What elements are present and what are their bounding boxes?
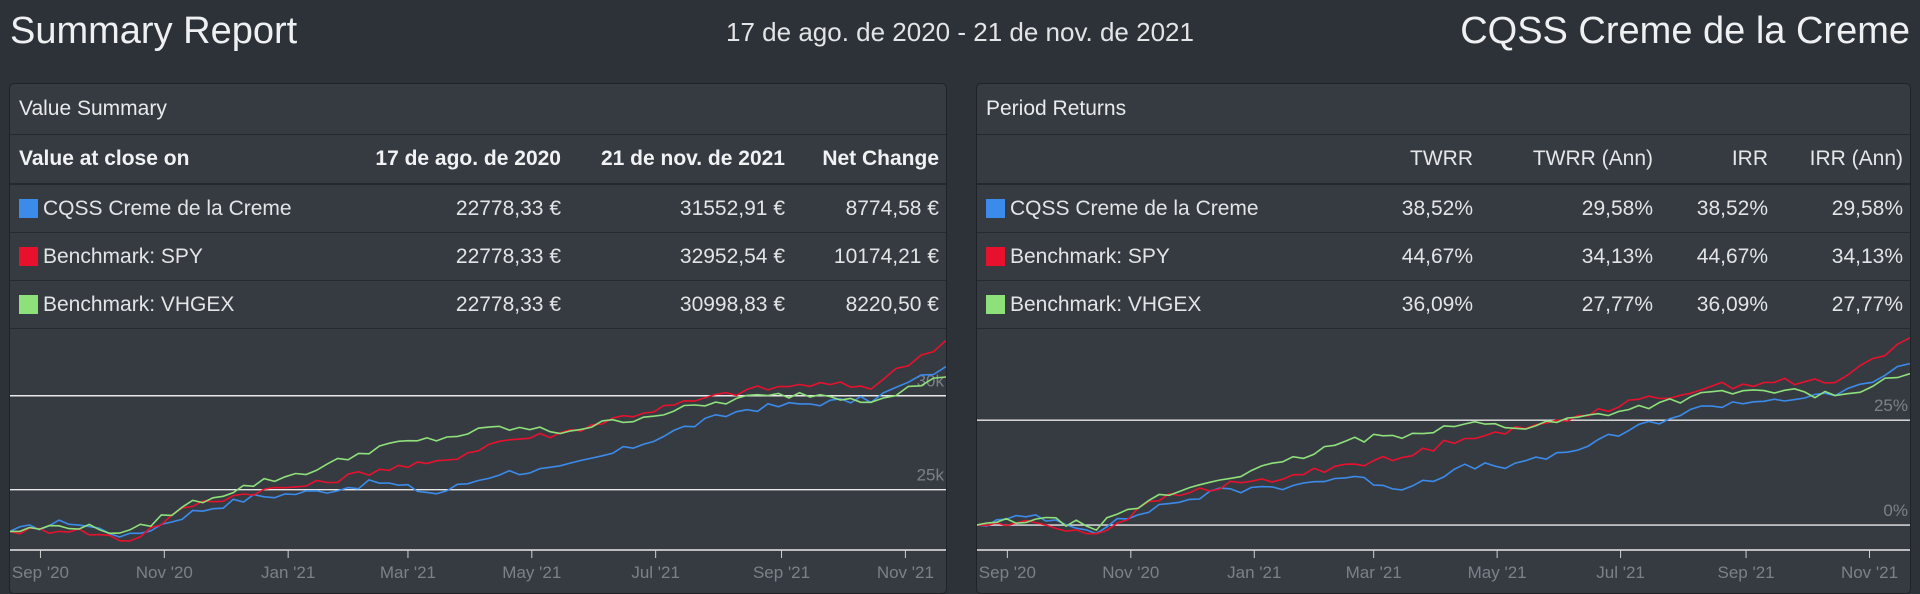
twrr-ann: 27,77% bbox=[1482, 280, 1662, 329]
column-header: TWRR bbox=[1347, 135, 1482, 185]
legend-swatch-vhgex bbox=[986, 294, 1005, 314]
column-header: IRR (Ann) bbox=[1777, 135, 1910, 185]
value-chart: 25k 30k Sep '20 Nov '20 Jan '21 Mar '21 May '2… bbox=[10, 322, 946, 593]
column-header: IRR bbox=[1662, 135, 1777, 185]
twrr-ann: 29,58% bbox=[1482, 184, 1662, 233]
x-tick-label: Jul '21 bbox=[631, 563, 680, 582]
table-header-row: TWRR TWRR (Ann) IRR IRR (Ann) bbox=[977, 135, 1910, 185]
table-header-row: Value at close on 17 de ago. de 2020 21 … bbox=[10, 135, 946, 185]
x-tick-label: Jan '21 bbox=[261, 563, 315, 582]
x-tick-label: Jan '21 bbox=[1227, 563, 1281, 582]
period-returns-title: Period Returns bbox=[977, 84, 1910, 135]
legend-swatch-portfolio bbox=[986, 198, 1005, 218]
twrr: 44,67% bbox=[1347, 232, 1482, 281]
y-tick-label: 25% bbox=[1874, 396, 1908, 415]
column-header: 21 de nov. de 2021 bbox=[570, 135, 794, 185]
column-header: TWRR (Ann) bbox=[1482, 135, 1662, 185]
start-value: 22778,33 € bbox=[348, 184, 570, 233]
irr-ann: 34,13% bbox=[1777, 232, 1910, 281]
returns-chart: 0% 25% Sep '20 Nov '20 Jan '21 Mar '21 May '21… bbox=[977, 320, 1910, 593]
x-tick-label: Jul '21 bbox=[1596, 563, 1645, 582]
portfolio-name: CQSS Creme de la Creme bbox=[1460, 10, 1910, 52]
x-tick-label: Mar '21 bbox=[380, 563, 436, 582]
row-name: CQSS Creme de la Creme bbox=[1010, 196, 1259, 220]
series-line-spy bbox=[10, 339, 946, 542]
column-header: Value at close on bbox=[10, 135, 348, 185]
irr-ann: 29,58% bbox=[1777, 184, 1910, 233]
returns-chart-svg: 0% 25% Sep '20 Nov '20 Jan '21 Mar '21 May '21… bbox=[977, 337, 1910, 582]
x-tick-label: Sep '20 bbox=[979, 563, 1036, 582]
y-tick-label: 25k bbox=[917, 466, 945, 485]
report-header: Summary Report 17 de ago. de 2020 - 21 d… bbox=[0, 0, 1920, 64]
start-value: 22778,33 € bbox=[348, 232, 570, 281]
irr-ann: 27,77% bbox=[1777, 280, 1910, 329]
legend-swatch-spy bbox=[986, 246, 1005, 266]
value-summary-title: Value Summary bbox=[10, 84, 946, 135]
irr: 36,09% bbox=[1662, 280, 1777, 329]
legend-swatch-spy bbox=[19, 246, 38, 266]
row-name: Benchmark: SPY bbox=[43, 244, 203, 268]
end-value: 32952,54 € bbox=[570, 232, 794, 281]
date-range: 17 de ago. de 2020 - 21 de nov. de 2021 bbox=[726, 17, 1194, 47]
value-summary-table: Value at close on 17 de ago. de 2020 21 … bbox=[10, 135, 946, 329]
value-chart-svg: 25k 30k Sep '20 Nov '20 Jan '21 Mar '21 May '2… bbox=[10, 339, 946, 582]
period-returns-table: TWRR TWRR (Ann) IRR IRR (Ann) CQSS Creme… bbox=[977, 135, 1910, 329]
x-tick-label: Mar '21 bbox=[1346, 563, 1402, 582]
x-tick-label: May '21 bbox=[1468, 563, 1527, 582]
irr: 44,67% bbox=[1662, 232, 1777, 281]
series-line-vhgex bbox=[10, 376, 946, 535]
value-summary-panel: Value Summary Value at close on 17 de ag… bbox=[9, 83, 947, 594]
twrr: 38,52% bbox=[1347, 184, 1482, 233]
table-row: Benchmark: VHGEX 22778,33 € 30998,83 € 8… bbox=[10, 280, 946, 329]
x-tick-label: Nov '21 bbox=[877, 563, 934, 582]
table-row: Benchmark: VHGEX 36,09% 27,77% 36,09% 27… bbox=[977, 280, 1910, 329]
net-change: 8774,58 € bbox=[794, 184, 946, 233]
series-line-portfolio bbox=[10, 365, 946, 538]
end-value: 30998,83 € bbox=[570, 280, 794, 329]
net-change: 8220,50 € bbox=[794, 280, 946, 329]
x-tick-label: May '21 bbox=[502, 563, 561, 582]
row-name: Benchmark: VHGEX bbox=[1010, 292, 1202, 316]
row-name: CQSS Creme de la Creme bbox=[43, 196, 292, 220]
twrr: 36,09% bbox=[1347, 280, 1482, 329]
column-header: Net Change bbox=[794, 135, 946, 185]
series-line-vhgex bbox=[977, 372, 1910, 532]
legend-swatch-vhgex bbox=[19, 294, 38, 314]
x-tick-label: Nov '20 bbox=[1102, 563, 1159, 582]
x-tick-label: Sep '21 bbox=[753, 563, 810, 582]
x-tick-label: Nov '21 bbox=[1841, 563, 1898, 582]
twrr-ann: 34,13% bbox=[1482, 232, 1662, 281]
end-value: 31552,91 € bbox=[570, 184, 794, 233]
start-value: 22778,33 € bbox=[348, 280, 570, 329]
y-tick-label: 0% bbox=[1883, 501, 1908, 520]
row-name: Benchmark: SPY bbox=[1010, 244, 1170, 268]
row-name: Benchmark: VHGEX bbox=[43, 292, 235, 316]
x-tick-label: Sep '21 bbox=[1717, 563, 1774, 582]
column-header: 17 de ago. de 2020 bbox=[348, 135, 570, 185]
period-returns-panel: Period Returns TWRR TWRR (Ann) IRR IRR (… bbox=[976, 83, 1911, 594]
series-line-spy bbox=[977, 337, 1910, 535]
x-tick-label: Nov '20 bbox=[136, 563, 193, 582]
table-row: Benchmark: SPY 44,67% 34,13% 44,67% 34,1… bbox=[977, 232, 1910, 281]
y-tick-label: 30k bbox=[917, 372, 945, 391]
legend-swatch-portfolio bbox=[19, 198, 38, 218]
page-title: Summary Report bbox=[10, 10, 298, 52]
table-row: CQSS Creme de la Creme 38,52% 29,58% 38,… bbox=[977, 184, 1910, 233]
series-line-portfolio bbox=[977, 362, 1910, 535]
net-change: 10174,21 € bbox=[794, 232, 946, 281]
column-header bbox=[977, 135, 1347, 185]
x-tick-label: Sep '20 bbox=[12, 563, 69, 582]
table-row: CQSS Creme de la Creme 22778,33 € 31552,… bbox=[10, 184, 946, 233]
irr: 38,52% bbox=[1662, 184, 1777, 233]
table-row: Benchmark: SPY 22778,33 € 32952,54 € 101… bbox=[10, 232, 946, 281]
